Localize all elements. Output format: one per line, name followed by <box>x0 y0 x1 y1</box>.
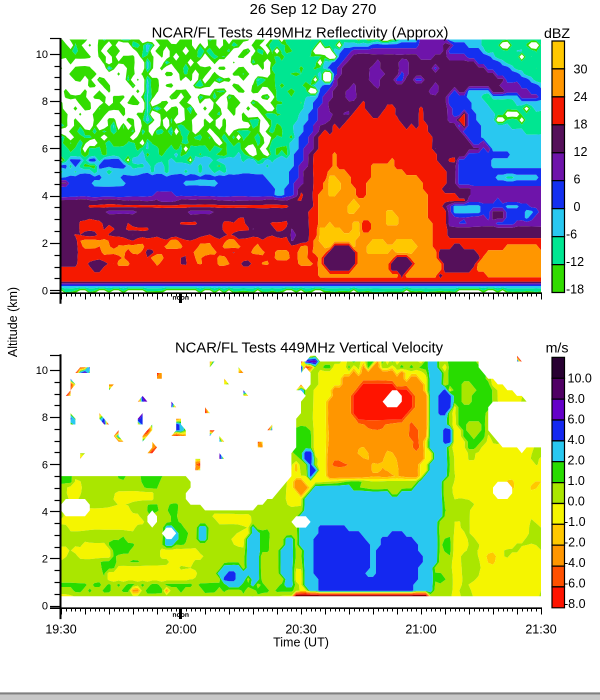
svg-text:8: 8 <box>42 412 48 424</box>
svg-text:Time (UT): Time (UT) <box>273 636 329 650</box>
svg-text:-1.0: -1.0 <box>564 515 586 529</box>
svg-text:4.0: 4.0 <box>568 433 585 447</box>
svg-text:10: 10 <box>36 49 48 61</box>
svg-text:-12: -12 <box>566 255 584 269</box>
svg-text:NCAR/FL Tests 449MHz Vertical: NCAR/FL Tests 449MHz Vertical Velocity <box>175 340 444 356</box>
svg-text:26 Sep 12 Day 270: 26 Sep 12 Day 270 <box>250 2 377 18</box>
svg-text:dBZ: dBZ <box>544 26 570 42</box>
svg-text:6: 6 <box>42 459 48 471</box>
svg-text:m/s: m/s <box>546 341 569 357</box>
svg-text:0: 0 <box>574 200 581 214</box>
svg-text:-8.0: -8.0 <box>564 597 586 611</box>
svg-text:10: 10 <box>36 365 48 377</box>
svg-text:2.0: 2.0 <box>568 454 585 468</box>
svg-text:0: 0 <box>42 285 48 297</box>
svg-text:-4.0: -4.0 <box>564 556 586 570</box>
svg-text:21:00: 21:00 <box>405 623 436 637</box>
svg-text:18: 18 <box>574 118 588 132</box>
svg-text:10.0: 10.0 <box>568 372 592 386</box>
svg-text:8: 8 <box>42 96 48 108</box>
svg-text:20:30: 20:30 <box>285 623 316 637</box>
svg-text:4: 4 <box>42 506 48 518</box>
svg-text:-6.0: -6.0 <box>564 576 586 590</box>
svg-text:-2.0: -2.0 <box>564 535 586 549</box>
svg-text:2: 2 <box>42 238 48 250</box>
svg-text:0.0: 0.0 <box>568 495 585 509</box>
svg-text:0: 0 <box>42 601 48 613</box>
svg-text:21:30: 21:30 <box>525 623 556 637</box>
svg-text:6: 6 <box>574 173 581 187</box>
svg-text:6: 6 <box>42 143 48 155</box>
svg-text:6.0: 6.0 <box>568 413 585 427</box>
svg-text:20:00: 20:00 <box>165 623 196 637</box>
svg-text:30: 30 <box>574 63 588 77</box>
svg-text:4: 4 <box>42 191 48 203</box>
svg-text:8.0: 8.0 <box>568 392 585 406</box>
svg-text:-18: -18 <box>566 283 584 297</box>
svg-text:Altitude (km): Altitude (km) <box>6 287 20 357</box>
svg-text:2: 2 <box>42 554 48 566</box>
svg-text:12: 12 <box>574 145 588 159</box>
svg-text:19:30: 19:30 <box>45 623 76 637</box>
svg-text:24: 24 <box>574 90 588 104</box>
svg-text:-6: -6 <box>566 228 577 242</box>
svg-text:1.0: 1.0 <box>568 474 585 488</box>
svg-text:NCAR/FL Tests 449MHz Reflectiv: NCAR/FL Tests 449MHz Reflectivity (Appro… <box>152 26 449 42</box>
